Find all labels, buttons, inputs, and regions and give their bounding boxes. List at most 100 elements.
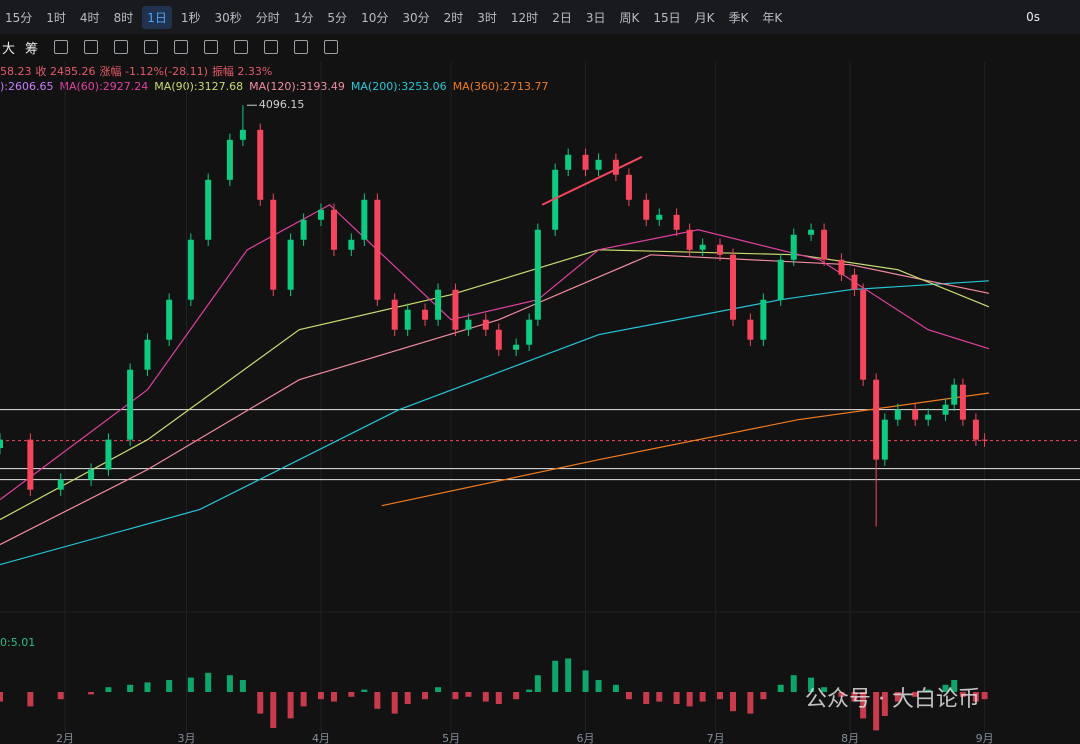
macd-bar xyxy=(226,675,233,692)
candle-body xyxy=(942,404,949,415)
candle-body xyxy=(187,239,194,300)
macd-bar xyxy=(391,692,398,714)
tool-button[interactable]: 筹 xyxy=(25,41,39,57)
high-annotation: 4096.15 xyxy=(259,98,305,111)
candle-body xyxy=(790,234,797,260)
macd-bar xyxy=(452,692,459,700)
candle-body xyxy=(482,319,489,330)
ma-legend-item: MA(60):2927.24 xyxy=(59,80,149,93)
interval-button[interactable]: 月K xyxy=(694,10,715,25)
ma-legend-item: MA(360):2713.77 xyxy=(452,80,549,93)
tool-icon[interactable] xyxy=(294,40,309,54)
macd-bar xyxy=(361,689,368,692)
interval-button[interactable]: 分时 xyxy=(255,10,280,25)
interval-button[interactable]: 季K xyxy=(728,10,749,25)
ma-legend-item: ):2606.65 xyxy=(0,80,54,93)
interval-button[interactable]: 1日 xyxy=(142,5,172,29)
interval-button[interactable]: 1秒 xyxy=(180,10,201,25)
interval-button[interactable]: 15日 xyxy=(653,10,681,25)
timer[interactable]: 0s xyxy=(1026,10,1040,24)
candle-body xyxy=(912,409,919,420)
candle-body xyxy=(205,179,212,240)
tool-icon[interactable] xyxy=(324,40,339,54)
interval-button[interactable]: 4时 xyxy=(79,10,100,25)
interval-button[interactable]: 10分 xyxy=(361,10,389,25)
trend-line xyxy=(541,155,643,206)
interval-button[interactable]: 8时 xyxy=(113,10,134,25)
tool-icon[interactable] xyxy=(264,40,279,54)
quote-item: 58.23 xyxy=(0,65,32,78)
candle-body xyxy=(127,369,134,440)
ma-legend-item: MA(200):3253.06 xyxy=(350,80,447,93)
tool-icon[interactable] xyxy=(84,40,99,54)
tool-row: 大筹 xyxy=(0,36,346,58)
toolbar: 15分 1时 4时 8时 1日 1秒 30秒 分时 1分 5分 10分 30分 2时 3时 12时 2日 3日周… xyxy=(0,0,1080,34)
candle-body xyxy=(643,199,650,220)
macd-bar xyxy=(57,692,64,700)
candle-body xyxy=(582,154,589,170)
interval-button[interactable]: 周K xyxy=(619,10,640,25)
candle-body xyxy=(105,439,112,470)
macd-bar xyxy=(673,692,680,704)
macd-bar xyxy=(565,658,572,692)
interval-button[interactable]: 1分 xyxy=(293,10,314,25)
candle-body xyxy=(435,289,442,320)
candle-body xyxy=(239,129,246,140)
ma-legend-item: MA(90):3127.68 xyxy=(154,80,244,93)
ma-line xyxy=(381,392,989,507)
candle-body xyxy=(27,439,34,490)
candle-body xyxy=(513,344,520,350)
candle-body xyxy=(699,244,706,250)
interval-button[interactable]: 15分 xyxy=(5,10,33,25)
macd-bar xyxy=(348,692,355,697)
x-tick-label: 3月 xyxy=(178,732,196,744)
candle-body xyxy=(656,214,663,220)
tool-icon[interactable] xyxy=(174,40,189,54)
interval-button[interactable]: 5分 xyxy=(327,10,348,25)
candle-body xyxy=(144,339,151,370)
candle-body xyxy=(88,469,95,480)
tool-icon[interactable] xyxy=(114,40,129,54)
macd-bar xyxy=(105,687,112,692)
candle-body xyxy=(404,309,411,330)
candle-body xyxy=(526,319,533,345)
macd-bar xyxy=(404,692,411,704)
candle-body xyxy=(625,174,632,200)
macd-bar xyxy=(257,692,264,714)
tool-icon[interactable] xyxy=(234,40,249,54)
candle-body xyxy=(851,274,858,290)
macd-bar xyxy=(790,675,797,692)
interval-button[interactable]: 30秒 xyxy=(214,10,242,25)
candle-body xyxy=(673,214,680,230)
macd-bar xyxy=(959,692,966,697)
macd-label: 0:5.01 xyxy=(0,636,35,649)
candle-body xyxy=(465,319,472,330)
tool-icon[interactable] xyxy=(144,40,159,54)
macd-bar xyxy=(851,692,858,702)
candle-body xyxy=(747,319,754,340)
tool-icon[interactable] xyxy=(204,40,219,54)
interval-button[interactable]: 12时 xyxy=(510,10,539,25)
interval-button[interactable]: 30分 xyxy=(402,10,430,25)
candle-body xyxy=(495,329,502,350)
tool-icon[interactable] xyxy=(54,40,69,54)
interval-button[interactable]: 年K xyxy=(762,10,783,25)
candle-body xyxy=(838,259,845,275)
x-tick-label: 9月 xyxy=(976,732,994,744)
macd-bar xyxy=(717,692,723,700)
candle-body xyxy=(730,254,737,320)
interval-button[interactable]: 2时 xyxy=(443,10,464,25)
interval-button[interactable]: 1时 xyxy=(46,10,66,25)
macd-bar xyxy=(625,692,632,700)
macd-bar xyxy=(808,677,815,692)
candle-body xyxy=(894,409,901,420)
x-tick-label: 2月 xyxy=(56,732,74,744)
interval-button[interactable]: 3时 xyxy=(477,10,497,25)
interval-button[interactable]: 3日 xyxy=(585,10,606,25)
macd-bar xyxy=(0,692,3,702)
interval-button[interactable]: 2日 xyxy=(552,10,572,25)
candle-body xyxy=(808,229,815,235)
macd-bar xyxy=(187,677,194,692)
candle-body xyxy=(166,299,173,340)
tool-button[interactable]: 大 xyxy=(2,41,16,57)
